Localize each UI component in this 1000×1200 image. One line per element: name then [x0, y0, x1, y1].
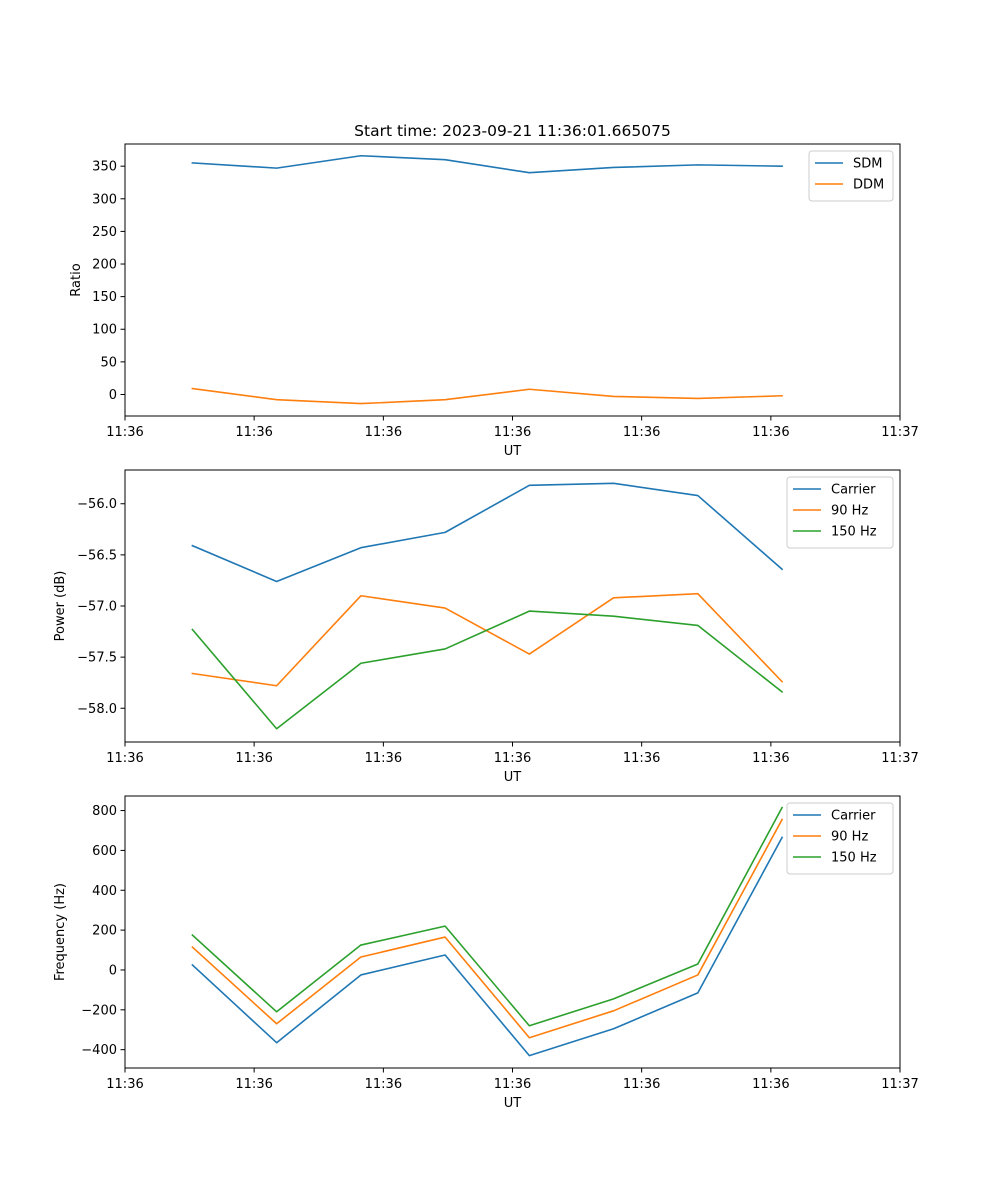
legend-label-carrier: Carrier: [831, 809, 876, 824]
x-axis-label: UT: [504, 770, 522, 785]
series-line-150-hz: [191, 806, 784, 1027]
x-tick-label: 11:36: [106, 425, 143, 440]
subplot-2: 11:36 11:36 11:36 11:36 11:36 11:36 11:37 −56.0…: [53, 469, 919, 785]
x-tick-label: 11:36: [365, 1077, 402, 1092]
y-tick-label: 350: [92, 160, 117, 175]
y-tick-label: −56.0: [77, 497, 117, 512]
series-line-sdm: [191, 154, 783, 174]
series-line-150-hz: [191, 610, 784, 730]
x-axis-label: UT: [504, 1096, 522, 1111]
y-tick-label: 800: [92, 804, 117, 819]
y-tick-label: 400: [92, 884, 117, 899]
figure-title: Start time: 2023-09-21 11:36:01.665075: [354, 122, 671, 140]
x-tick-label: 11:36: [235, 425, 272, 440]
legend: Carrier 90 Hz 150 Hz: [786, 802, 894, 875]
series-line-carrier: [191, 482, 784, 583]
y-tick-label: −200: [81, 1003, 117, 1018]
y-tick-label: 250: [92, 225, 117, 240]
x-tick-label: 11:36: [752, 751, 789, 766]
series-line-carrier: [191, 836, 784, 1057]
legend: SDM DDM: [808, 150, 894, 202]
x-tick-label: 11:36: [494, 1077, 531, 1092]
x-tick-label: 11:36: [623, 1077, 660, 1092]
x-tick-label: 11:37: [881, 1077, 918, 1092]
x-tick-label: 11:36: [106, 1077, 143, 1092]
y-tick-label: −56.5: [77, 548, 117, 563]
x-tick-label: 11:36: [235, 1077, 272, 1092]
y-axis-label: Ratio: [69, 263, 84, 296]
legend-label-sdm: SDM: [853, 157, 882, 172]
y-tick-label: −400: [81, 1043, 117, 1058]
series-line-ddm: [191, 387, 783, 405]
legend-label-90-hz: 90 Hz: [831, 504, 868, 519]
x-tick-label: 11:37: [881, 751, 918, 766]
y-tick-label: 600: [92, 844, 117, 859]
x-tick-label: 11:36: [623, 425, 660, 440]
y-tick-label: −58.0: [77, 702, 117, 717]
legend-label-carrier: Carrier: [831, 483, 876, 498]
y-tick-label: −57.0: [77, 600, 117, 615]
series-line-90-hz: [191, 818, 784, 1039]
subplots-container: 11:36 11:36 11:36 11:36 11:36 11:36 11:37 0 50 10…: [53, 143, 919, 1111]
x-tick-label: 11:36: [494, 425, 531, 440]
x-tick-label: 11:36: [106, 751, 143, 766]
legend-label-150-hz: 150 Hz: [831, 525, 877, 540]
y-tick-label: 50: [100, 355, 117, 370]
legend-label-90-hz: 90 Hz: [831, 830, 868, 845]
legend-label-ddm: DDM: [853, 178, 884, 193]
y-tick-label: 0: [109, 963, 117, 978]
y-tick-label: 150: [92, 290, 117, 305]
legend: Carrier 90 Hz 150 Hz: [786, 476, 894, 549]
y-tick-label: 100: [92, 323, 117, 338]
x-tick-label: 11:36: [365, 425, 402, 440]
x-tick-label: 11:36: [752, 1077, 789, 1092]
x-tick-label: 11:36: [752, 425, 789, 440]
x-axis-label: UT: [504, 444, 522, 459]
x-tick-label: 11:36: [494, 751, 531, 766]
y-tick-label: −57.5: [77, 651, 117, 666]
y-tick-label: 200: [92, 924, 117, 939]
legend-label-150-hz: 150 Hz: [831, 851, 877, 866]
y-axis-label: Power (dB): [53, 571, 68, 642]
x-tick-label: 11:37: [881, 425, 918, 440]
subplot-3: 11:36 11:36 11:36 11:36 11:36 11:36 11:37 −400 −…: [53, 795, 919, 1111]
y-tick-label: 200: [92, 258, 117, 273]
series-line-90-hz: [191, 592, 784, 687]
y-tick-label: 0: [109, 388, 117, 403]
subplot-1: 11:36 11:36 11:36 11:36 11:36 11:36 11:37 0 50 10…: [69, 143, 919, 459]
y-axis-label: Frequency (Hz): [53, 883, 68, 981]
x-tick-label: 11:36: [235, 751, 272, 766]
x-tick-label: 11:36: [623, 751, 660, 766]
y-tick-label: 300: [92, 192, 117, 207]
x-tick-label: 11:36: [365, 751, 402, 766]
